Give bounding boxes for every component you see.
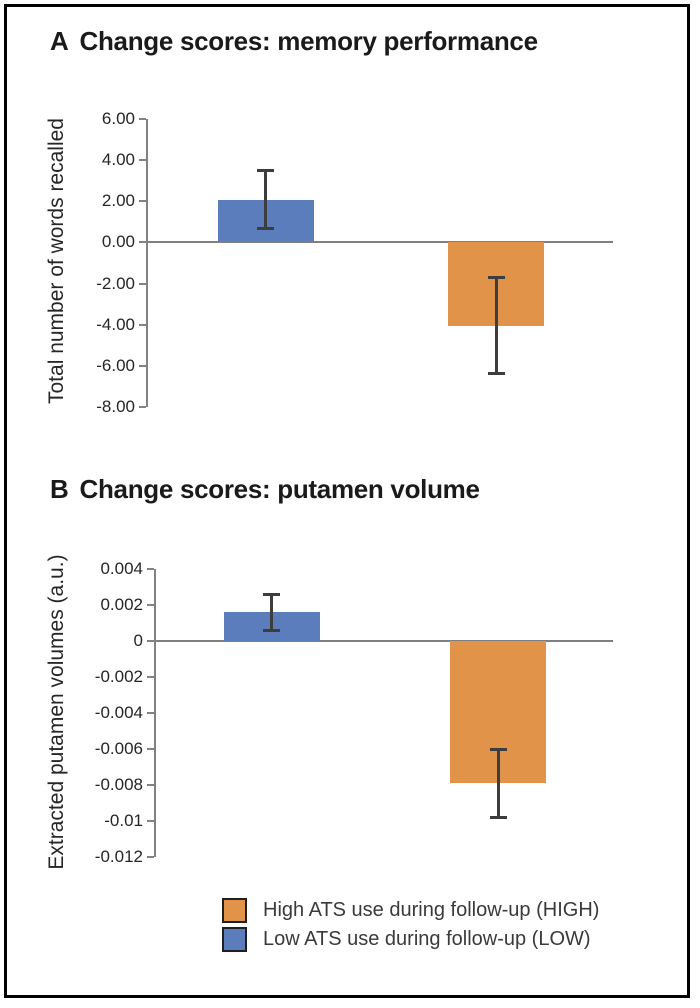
error-bar-low (270, 594, 274, 631)
y-axis-tick (147, 604, 154, 606)
error-bar-high (496, 749, 500, 818)
y-axis-tick (147, 748, 154, 750)
y-axis-tick-label: -0.002 (94, 667, 143, 686)
panel-b-title-text: Change scores: putamen volume (79, 474, 480, 504)
y-axis-tick-label: 0.004 (100, 559, 143, 578)
y-axis-tick-label: -2.00 (96, 273, 135, 293)
y-axis-tick (139, 241, 146, 244)
y-axis-tick (147, 820, 154, 822)
legend: High ATS use during follow-up (HIGH) Low… (222, 897, 599, 955)
y-axis-tick (139, 406, 146, 408)
panel-b-label: B (50, 474, 69, 504)
error-bar-cap (257, 226, 275, 230)
y-axis-tick (139, 118, 146, 120)
error-bar-low (264, 170, 268, 229)
y-axis-tick-label: -0.004 (94, 703, 143, 722)
legend-item-low: Low ATS use during follow-up (LOW) (222, 926, 599, 952)
panel-a-title: A Change scores: memory performance (50, 26, 538, 57)
y-axis-tick (139, 364, 146, 367)
panel-a-title-text: Change scores: memory performance (79, 26, 538, 56)
y-axis-tick-label: -0.01 (104, 811, 143, 830)
panel-b-plot-area: 0.004 0.002 0 -0.002 -0.004 -0.006 -0.008 -0.01… (95, 559, 613, 866)
error-bar-high (494, 277, 498, 374)
legend-swatch-low (222, 926, 247, 952)
legend-item-high: High ATS use during follow-up (HIGH) (222, 897, 599, 923)
y-axis-tick-label: -0.008 (94, 775, 143, 794)
y-axis-tick-label: 4.00 (101, 150, 135, 170)
y-axis-tick-label: 6.00 (101, 109, 135, 128)
zero-baseline (156, 640, 613, 642)
y-axis-tick-label: -6.00 (96, 355, 135, 375)
y-axis-tick-label: 0.00 (101, 232, 135, 252)
y-axis-tick (139, 282, 146, 285)
y-axis-tick (147, 676, 154, 678)
y-axis-tick-label: 0.002 (100, 595, 143, 614)
error-bar-cap (487, 275, 505, 279)
y-axis-tick-label: 0 (133, 631, 143, 650)
legend-label-low: Low ATS use during follow-up (LOW) (263, 927, 591, 950)
y-axis-tick-label: -4.00 (96, 314, 135, 334)
y-axis-tick (139, 200, 146, 203)
y-axis-tick (147, 712, 154, 714)
error-bar-cap (489, 815, 507, 819)
legend-label-high: High ATS use during follow-up (HIGH) (263, 898, 600, 921)
y-axis-tick (147, 784, 154, 786)
error-bar-cap (263, 592, 281, 596)
y-axis-tick-label: -8.00 (96, 397, 135, 416)
y-axis-tick (147, 640, 154, 642)
error-bar-cap (487, 371, 505, 375)
error-bar-cap (257, 168, 275, 172)
zero-baseline (148, 241, 613, 244)
y-axis-tick (139, 323, 146, 326)
y-axis-tick-label: 2.00 (101, 191, 135, 211)
error-bar-cap (263, 628, 281, 632)
panel-a-label: A (50, 26, 69, 56)
panel-b-title: B Change scores: putamen volume (50, 474, 480, 505)
panel-a-plot-area: 6.00 4.00 2.00 0.00 -2.00 -4.00 -6.00 -8.00 (96, 109, 613, 416)
y-axis-tick-label: -0.012 (94, 847, 143, 866)
y-axis-tick-label: -0.006 (94, 739, 143, 758)
error-bar-cap (489, 747, 507, 751)
y-axis-tick (139, 159, 146, 162)
y-axis-tick (147, 568, 154, 570)
y-axis-tick (147, 856, 154, 858)
legend-swatch-high (222, 897, 247, 923)
